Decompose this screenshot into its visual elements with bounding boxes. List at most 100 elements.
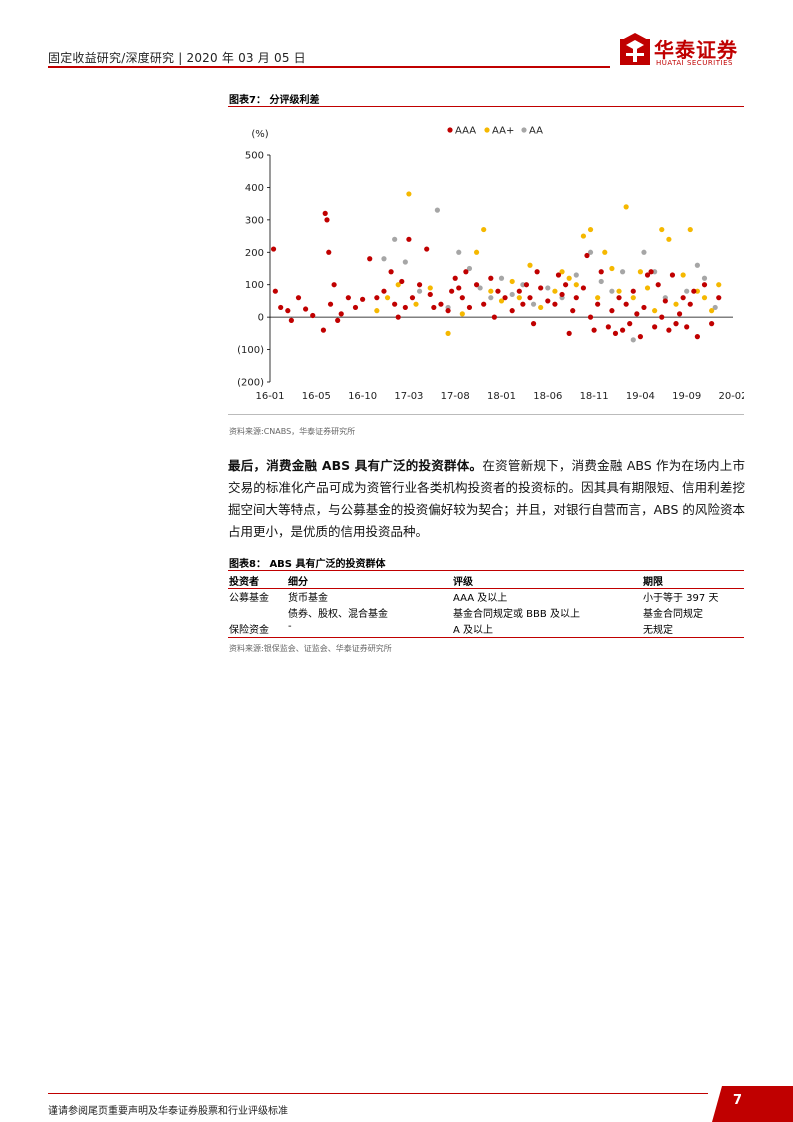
- scatter-point-aaplus: [644, 285, 651, 291]
- scatter-point-aaa: [285, 308, 291, 314]
- scatter-point-aaa: [716, 295, 722, 301]
- huatai-logo-icon: [620, 33, 650, 65]
- scatter-point-aaa: [326, 249, 332, 255]
- scatter-point-aa: [598, 278, 604, 285]
- scatter-point-aa: [619, 269, 626, 275]
- scatter-point-aaplus: [427, 285, 433, 291]
- scatter-point-aaa: [399, 278, 405, 285]
- chart-axes: 500 400 300 200 100 0 (100) (200) (%) 16-01 16-05 1…: [237, 129, 744, 402]
- scatter-point-aaplus: [445, 330, 451, 336]
- scatter-point-aaa: [701, 282, 708, 288]
- scatter-point-aaa: [559, 291, 565, 298]
- scatter-point-aa: [392, 236, 398, 242]
- scatter-point-aaplus: [701, 295, 708, 301]
- x-tick-label: 20-02: [718, 391, 744, 402]
- legend-marker: [484, 127, 490, 133]
- y-axis-label: (%): [251, 129, 268, 140]
- scatter-point-aaa: [367, 256, 373, 262]
- scatter-point-aaplus: [527, 262, 533, 268]
- figure-7-title: 图表7： 分评级利差: [229, 95, 320, 106]
- scatter-point-aaplus: [673, 301, 679, 307]
- scatter-point-aa: [434, 207, 440, 213]
- table-header-cell: 评级: [453, 577, 473, 588]
- scatter-point-aaa: [669, 272, 676, 278]
- scatter-point-aa: [609, 288, 615, 294]
- scatter-point-aaplus: [666, 236, 672, 242]
- scatter-point-aaa: [491, 314, 497, 320]
- scatter-point-aaplus: [573, 282, 579, 288]
- scatter-point-aaa: [374, 295, 380, 301]
- scatter-point-aaplus: [566, 275, 572, 281]
- y-tick-label: 100: [245, 280, 264, 291]
- scatter-point-aaa: [395, 314, 401, 320]
- scatter-point-aaa: [303, 306, 309, 312]
- scatter-point-aaplus: [488, 288, 494, 294]
- scatter-point-aaplus: [595, 295, 601, 301]
- scatter-point-aaa: [431, 304, 437, 311]
- scatter-point-aaa: [327, 301, 334, 307]
- x-tick-label: 18-01: [487, 391, 516, 402]
- scatter-point-aa: [545, 285, 551, 291]
- footer-rule: [48, 1093, 708, 1094]
- scatter-point-aa: [416, 288, 423, 294]
- legend-label: AA+: [492, 126, 514, 137]
- paragraph-lead: 最后，消费金融 ABS 具有广泛的投资群体。: [228, 458, 483, 473]
- scatter-point-aaa: [388, 269, 394, 275]
- table-header-row: 投资者 细分 评级 期限: [228, 572, 744, 588]
- scatter-point-aa: [520, 282, 526, 288]
- table-cell: A 及以上: [453, 625, 494, 636]
- scatter-point-aaplus: [716, 282, 722, 288]
- page-number-tab: [712, 1086, 793, 1122]
- scatter-point-aaa: [641, 304, 647, 311]
- scatter-point-aa: [381, 256, 387, 262]
- scatter-point-aaplus: [413, 301, 419, 307]
- scatter-point-aaa: [591, 327, 597, 333]
- scatter-point-aaplus: [680, 272, 686, 278]
- scatter-point-aaplus: [459, 311, 465, 317]
- scatter-point-aa: [402, 259, 408, 265]
- scatter-point-aaplus: [538, 304, 544, 311]
- scatter-point-aaplus: [602, 249, 608, 255]
- chart-points: [270, 191, 722, 343]
- scatter-point-aaa: [322, 210, 328, 216]
- scatter-point-aa: [684, 288, 690, 294]
- scatter-point-aaa: [648, 269, 654, 275]
- scatter-point-aaa: [687, 301, 693, 307]
- table-row: 保险资金 - A 及以上 无规定: [228, 620, 744, 636]
- scatter-point-aaa: [424, 246, 430, 252]
- scatter-point-aaa: [580, 285, 587, 291]
- scatter-point-aaa: [320, 327, 327, 333]
- scatter-point-aaa: [563, 282, 569, 288]
- scatter-point-aaa: [509, 308, 515, 314]
- figure-7-source: 资料来源:CNABS，华泰证券研究所: [229, 427, 356, 436]
- x-tick-label: 18-06: [533, 391, 562, 402]
- scatter-point-aaa: [310, 312, 316, 319]
- scatter-point-aaplus: [498, 298, 505, 304]
- table-row: 债券、股权、混合基金 基金合同规定或 BBB 及以上 基金合同规定: [228, 604, 744, 620]
- scatter-point-aaplus: [694, 288, 700, 294]
- figure-7-rule: [228, 106, 744, 107]
- scatter-point-aaa: [666, 327, 672, 333]
- x-tick-label: 19-09: [672, 391, 701, 402]
- scatter-point-aaplus: [652, 308, 658, 314]
- scatter-point-aaa: [427, 291, 433, 298]
- table-cell: 债券、股权、混合基金: [288, 609, 388, 620]
- scatter-point-aaplus: [481, 226, 487, 233]
- scatter-point-aa: [530, 301, 537, 307]
- scatter-point-aaa: [619, 327, 626, 333]
- scatter-point-aaa: [680, 295, 686, 301]
- scatter-point-aaa: [584, 252, 590, 259]
- y-tick-label: 300: [245, 215, 264, 226]
- legend-marker: [447, 127, 453, 133]
- table-row: 公募基金 货币基金 AAA 及以上 小于等于 397 天: [228, 588, 744, 604]
- chart-source-rule: [228, 414, 744, 415]
- scatter-point-aaplus: [580, 233, 587, 239]
- scatter-point-aaa: [605, 324, 611, 330]
- logo-text-en: HUATAI SECURITIES: [656, 59, 733, 67]
- scatter-point-aaa: [406, 236, 412, 242]
- scatter-point-aaplus: [374, 308, 380, 314]
- scatter-point-aa: [652, 269, 658, 275]
- scatter-point-aaa: [402, 304, 408, 311]
- scatter-point-aaa: [463, 269, 469, 275]
- y-tick-label: 0: [258, 313, 264, 324]
